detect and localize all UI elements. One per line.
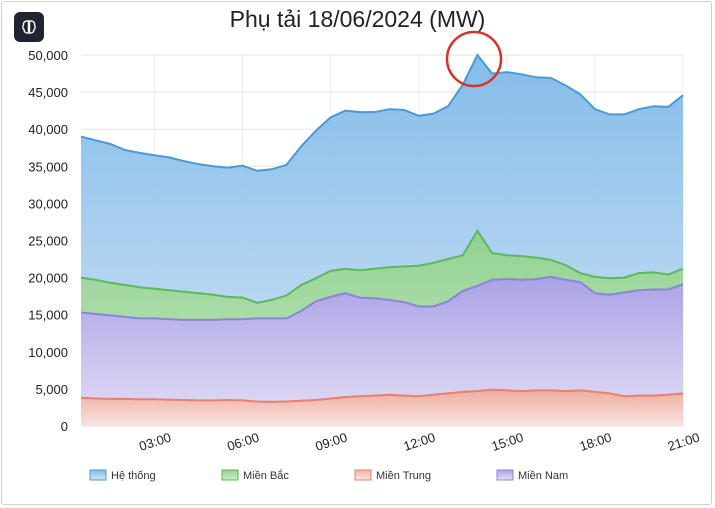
legend-swatch-mien-nam	[496, 469, 514, 481]
y-tick-label: 45,000	[28, 85, 68, 100]
y-tick-label: 5,000	[35, 382, 68, 397]
y-tick-label: 40,000	[28, 122, 68, 137]
x-tick-label: 12:00	[402, 430, 438, 454]
legend-label-mien-trung: Miền Trung	[376, 470, 431, 482]
y-tick-label: 35,000	[28, 159, 68, 174]
legend-swatch-he-thong	[89, 469, 107, 481]
line-he-thong	[80, 53, 684, 172]
legend-label-mien-bac: Miền Bắc	[243, 469, 289, 482]
series-areas	[80, 53, 684, 426]
peak-highlight-circle	[445, 30, 503, 88]
x-tick-label: 09:00	[313, 430, 349, 454]
y-tick-label: 25,000	[28, 234, 68, 249]
legend-label-mien-nam: Miền Nam	[518, 470, 568, 482]
y-tick-label: 0	[61, 419, 68, 434]
x-axis: 03:00 06:00 09:00 12:00 15:00 18:00 21:00	[137, 430, 701, 454]
y-tick-label: 50,000	[28, 48, 68, 63]
y-tick-label: 10,000	[28, 345, 68, 360]
legend-label-he-thong: Hệ thống	[111, 470, 156, 482]
chart-title: Phụ tải 18/06/2024 (MW)	[229, 6, 486, 32]
area-mien-trung	[81, 389, 683, 426]
y-tick-label: 15,000	[28, 308, 68, 323]
legend-swatch-mien-bac	[221, 469, 239, 481]
brain-icon[interactable]	[14, 12, 44, 42]
line-mien-bac	[80, 229, 684, 304]
x-tick-label: 21:00	[666, 430, 702, 454]
x-tick-label: 18:00	[578, 430, 614, 454]
y-tick-label: 20,000	[28, 271, 68, 286]
area-mien-nam	[81, 276, 683, 426]
line-mien-trung	[80, 388, 684, 403]
x-tick-label: 06:00	[225, 430, 261, 454]
legend-swatch-mien-trung	[354, 469, 372, 481]
y-tick-label: 30,000	[28, 196, 68, 211]
line-mien-nam	[80, 275, 684, 321]
x-tick-label: 03:00	[137, 430, 173, 454]
y-axis: 0 5,000 10,000 15,000 20,000 25,000 30,000 35,0…	[28, 48, 68, 434]
x-tick-label: 15:00	[490, 430, 526, 454]
legend: Hệ thống Miền Bắc Miền Trung Miền Nam	[89, 469, 568, 482]
